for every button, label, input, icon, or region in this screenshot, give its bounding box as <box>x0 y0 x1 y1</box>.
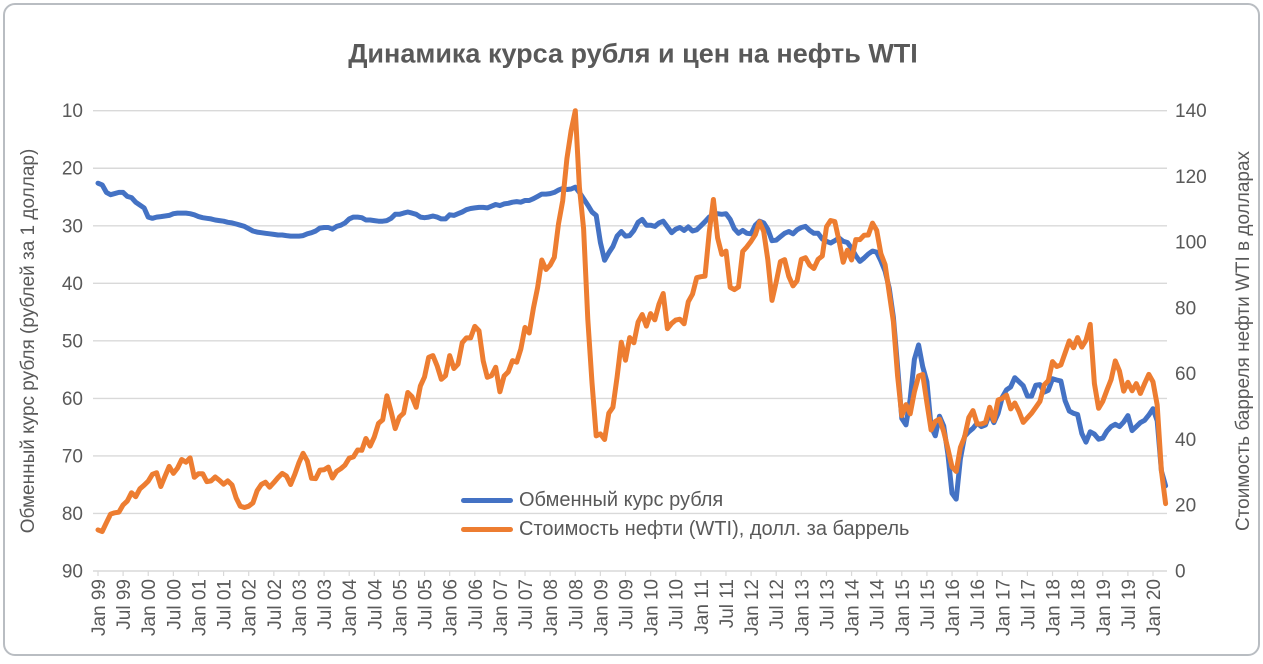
x-tick-label: Jan 99 <box>89 579 110 636</box>
legend-swatch-wti <box>461 526 513 532</box>
x-tick-label: Jul 02 <box>265 579 286 630</box>
x-tick-label: Jan 08 <box>541 579 562 636</box>
right-axis-tick-label: 80 <box>1175 298 1196 319</box>
left-axis-tick-label: 60 <box>62 389 83 410</box>
x-tick-label: Jan 05 <box>390 579 411 636</box>
x-tick-label: Jan 00 <box>139 579 160 636</box>
x-tick-label: Jan 17 <box>993 579 1014 636</box>
x-tick-label: Jul 01 <box>215 579 236 630</box>
x-tick-label: Jul 14 <box>868 579 889 630</box>
right-axis-tick-label: 140 <box>1175 101 1207 122</box>
left-axis-tick-label: 20 <box>62 159 83 180</box>
legend-swatch-ruble <box>461 497 513 503</box>
right-axis-tick-label: 40 <box>1175 430 1196 451</box>
x-tick-label: Jul 03 <box>315 579 336 630</box>
x-tick-label: Jan 09 <box>591 579 612 636</box>
left-axis-tick-label: 50 <box>62 331 83 352</box>
x-tick-label: Jan 06 <box>441 579 462 636</box>
x-tick-label: Jan 13 <box>792 579 813 636</box>
x-tick-label: Jul 08 <box>566 579 587 630</box>
left-axis-tick-label: 30 <box>62 216 83 237</box>
chart-window: Динамика курса рубля и цен на нефть WTI … <box>3 3 1260 656</box>
x-tick-label: Jul 12 <box>767 579 788 630</box>
right-axis-tick-label: 120 <box>1175 167 1207 188</box>
x-tick-label: Jan 14 <box>843 579 864 636</box>
x-tick-label: Jan 15 <box>893 579 914 636</box>
x-tick-label: Jan 12 <box>742 579 763 636</box>
right-axis-tick-label: 60 <box>1175 364 1196 385</box>
x-tick-label: Jul 09 <box>617 579 638 630</box>
x-tick-label: Jul 05 <box>416 579 437 630</box>
x-tick-label: Jul 99 <box>114 579 135 630</box>
left-axis-tick-label: 40 <box>62 274 83 295</box>
x-tick-label: Jul 00 <box>164 579 185 630</box>
legend-label-wti: Стоимость нефти (WTI), долл. за баррель <box>519 517 910 540</box>
x-tick-label: Jul 19 <box>1119 579 1140 630</box>
legend: Обменный курс рубля Стоимость нефти (WTI… <box>461 487 909 542</box>
series-line-wti <box>95 108 1169 534</box>
right-axis-tick-label: 100 <box>1175 233 1207 254</box>
legend-label-ruble: Обменный курс рубля <box>519 488 724 511</box>
left-axis-tick-label: 90 <box>62 562 83 583</box>
x-tick-label: Jul 17 <box>1018 579 1039 630</box>
chart-title: Динамика курса рубля и цен на нефть WTI <box>348 38 918 69</box>
legend-item-ruble: Обменный курс рубля <box>461 487 909 513</box>
x-tick-label: Jul 07 <box>516 579 537 630</box>
right-axis-tick-label: 20 <box>1175 496 1196 517</box>
x-tick-label: Jan 20 <box>1144 579 1165 636</box>
x-tick-label: Jan 04 <box>340 579 361 636</box>
x-tick-label: Jul 04 <box>365 579 386 630</box>
x-tick-label: Jan 03 <box>290 579 311 636</box>
left-axis-tick-label: 80 <box>62 504 83 525</box>
x-tick-label: Jan 07 <box>491 579 512 636</box>
x-tick-label: Jul 15 <box>918 579 939 630</box>
x-tick-label: Jul 16 <box>968 579 989 630</box>
x-tick-label: Jul 18 <box>1069 579 1090 630</box>
x-tick-label: Jul 10 <box>667 579 688 630</box>
x-tick-label: Jan 02 <box>240 579 261 636</box>
plot-area: Jan 99 Jul 99 Jan 00 Jul 00 Jan 01 Jul 01 Jan … <box>62 101 1207 636</box>
legend-item-wti: Стоимость нефти (WTI), долл. за баррель <box>461 516 909 542</box>
x-tick-label: Jan 11 <box>692 579 713 635</box>
x-tick-label: Jul 13 <box>817 579 838 630</box>
x-tick-label: Jan 16 <box>943 579 964 636</box>
x-tick-label: Jul 06 <box>466 579 487 630</box>
right-axis-tick-label: 0 <box>1175 562 1186 583</box>
x-tick-label: Jan 01 <box>189 579 210 636</box>
x-tick-label: Jan 10 <box>642 579 663 636</box>
left-axis-tick-label: 70 <box>62 446 83 467</box>
x-tick-label: Jul 11 <box>717 579 738 628</box>
left-axis-tick-label: 10 <box>62 101 83 122</box>
x-tick-label: Jan 18 <box>1044 579 1065 636</box>
x-tick-label: Jan 19 <box>1094 579 1115 636</box>
